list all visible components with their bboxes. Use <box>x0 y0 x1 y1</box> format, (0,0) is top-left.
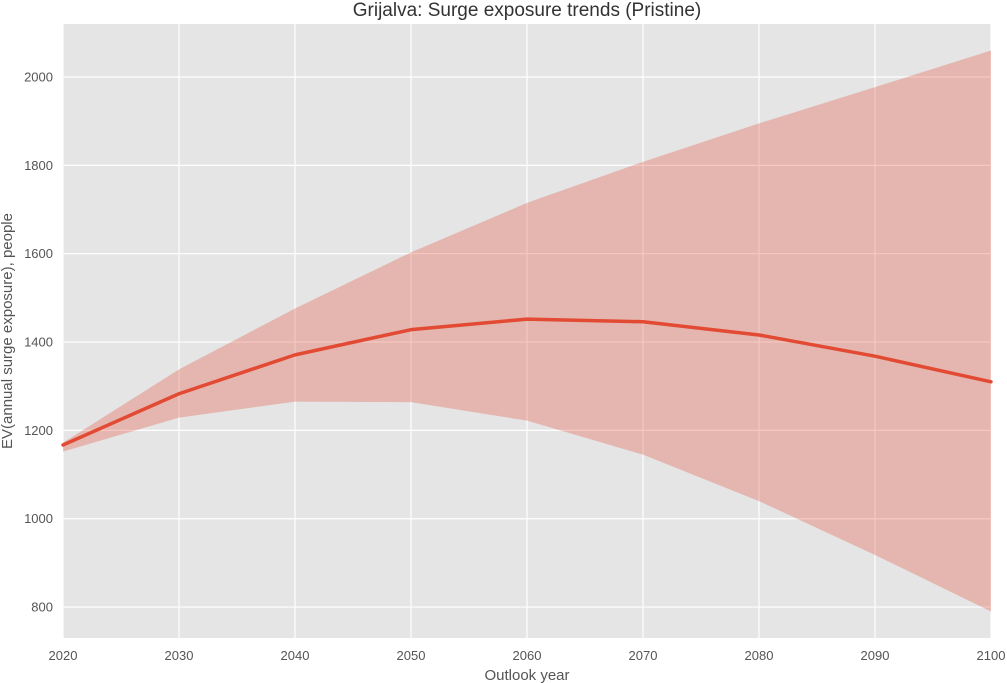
y-tick-label: 1000 <box>24 511 53 526</box>
confidence-band-area <box>63 50 991 612</box>
y-axis-label: EV(annual surge exposure), people <box>0 213 16 449</box>
x-tick-label: 2060 <box>513 648 542 663</box>
x-tick-labels: 2020 2030 2040 2050 2060 2070 2080 2090 2100 <box>49 648 1006 663</box>
x-axis-label: Outlook year <box>484 667 569 683</box>
x-tick-label: 2020 <box>49 648 78 663</box>
y-tick-label: 1600 <box>24 246 53 261</box>
y-tick-label: 800 <box>31 600 53 615</box>
y-tick-label: 2000 <box>24 70 53 85</box>
y-tick-label: 1200 <box>24 423 53 438</box>
y-tick-label: 1800 <box>24 158 53 173</box>
x-tick-label: 2090 <box>861 648 890 663</box>
x-tick-label: 2040 <box>281 648 310 663</box>
x-tick-label: 2070 <box>629 648 658 663</box>
y-tick-labels: 800 1000 1200 1400 1600 1800 2000 <box>24 70 53 615</box>
y-tick-label: 1400 <box>24 335 53 350</box>
x-tick-label: 2030 <box>165 648 194 663</box>
x-tick-label: 2080 <box>745 648 774 663</box>
x-tick-label: 2100 <box>977 648 1006 663</box>
chart-title: Grijalva: Surge exposure trends (Pristin… <box>353 0 701 21</box>
x-tick-label: 2050 <box>397 648 426 663</box>
series-lines <box>61 317 993 447</box>
grid <box>62 24 992 638</box>
confidence-band <box>63 50 991 612</box>
